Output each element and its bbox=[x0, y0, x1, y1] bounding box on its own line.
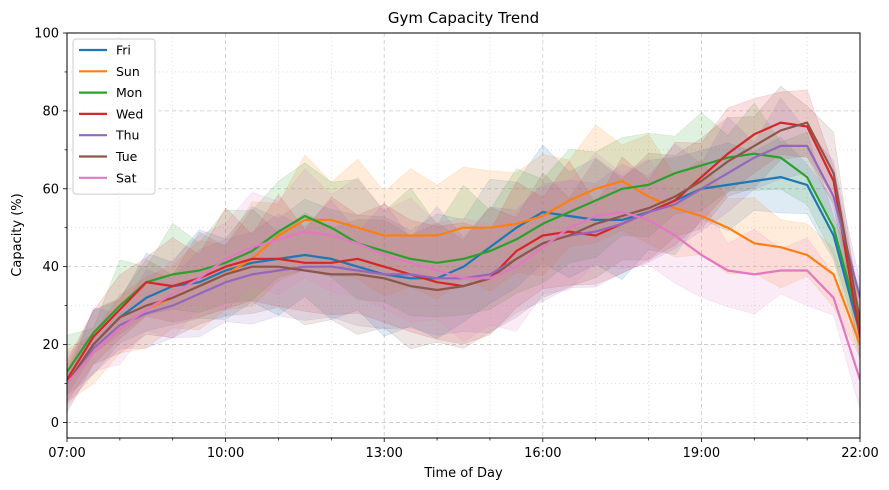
legend-box bbox=[72, 38, 156, 195]
legend-label-mon: Mon bbox=[116, 85, 142, 100]
series-lines bbox=[67, 121, 860, 385]
legend-label-fri: Fri bbox=[116, 43, 131, 58]
band-wed bbox=[67, 89, 860, 402]
legend-label-tue: Tue bbox=[115, 149, 138, 164]
series-line-fri bbox=[67, 176, 860, 385]
band-sat bbox=[67, 152, 860, 410]
y-tick-label: 80 bbox=[42, 104, 59, 119]
legend-label-thu: Thu bbox=[115, 128, 139, 143]
x-tick-label: 07:00 bbox=[48, 446, 85, 461]
y-axis-title: Capacity (%) bbox=[10, 193, 25, 276]
y-tick-label: 0 bbox=[51, 416, 59, 431]
legend-label-sat: Sat bbox=[116, 170, 137, 185]
x-axis-title: Time of Day bbox=[423, 466, 503, 481]
y-tick-label: 100 bbox=[34, 27, 59, 42]
plot-frame bbox=[66, 32, 861, 439]
legend: Fri Sun Mon Wed Thu Tue Sat bbox=[72, 38, 156, 195]
axis-ticks: 07:00 10:00 13:00 16:00 19:00 22:00 0 20 40 60 80 1… bbox=[34, 27, 879, 462]
x-tick-label: 19:00 bbox=[683, 446, 720, 461]
x-tick-label: 10:00 bbox=[207, 446, 244, 461]
legend-label-wed: Wed bbox=[116, 106, 143, 121]
band-thu bbox=[67, 97, 860, 405]
y-tick-label: 20 bbox=[42, 338, 59, 353]
x-tick-label: 13:00 bbox=[365, 446, 402, 461]
legend-label-sun: Sun bbox=[116, 64, 140, 79]
y-tick-label: 40 bbox=[42, 260, 59, 275]
chart-title: Gym Capacity Trend bbox=[388, 9, 539, 27]
series-line-mon bbox=[67, 152, 860, 373]
y-tick-label: 60 bbox=[42, 182, 59, 197]
x-tick-label: 16:00 bbox=[524, 446, 561, 461]
series-line-tue bbox=[67, 121, 860, 385]
series-line-sat bbox=[67, 211, 860, 385]
x-tick-label: 22:00 bbox=[841, 446, 878, 461]
plot-area bbox=[67, 33, 860, 438]
band-tue bbox=[67, 85, 860, 414]
